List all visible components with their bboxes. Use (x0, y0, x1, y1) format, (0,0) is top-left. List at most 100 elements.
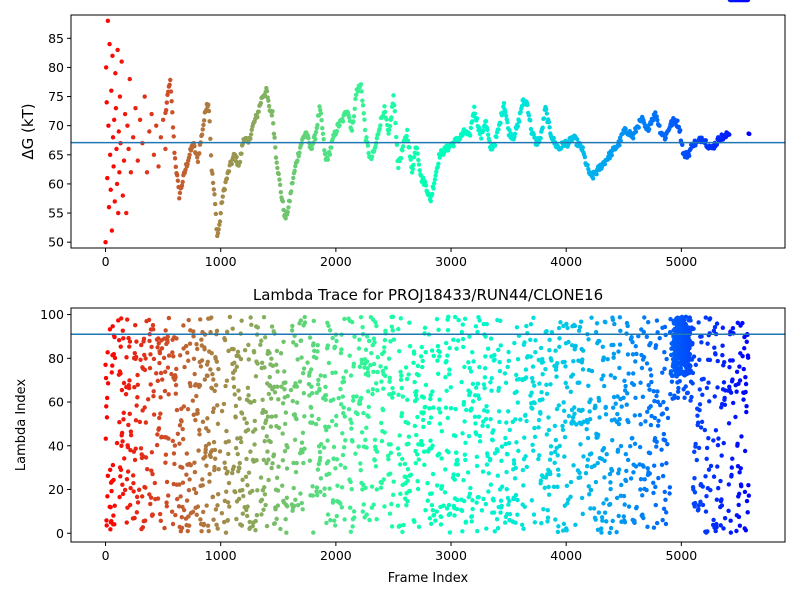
lambda-point (467, 365, 472, 371)
lambda-point (636, 333, 641, 339)
lambda-point (647, 450, 653, 456)
lambda-point (544, 391, 550, 396)
lambda-point (214, 522, 219, 528)
dg-point (107, 152, 113, 157)
dg-point (396, 165, 401, 171)
lambda-point (706, 467, 712, 472)
dg-point (278, 190, 284, 195)
dg-point (183, 167, 188, 173)
lambda-point (177, 482, 182, 487)
lambda-point (103, 362, 108, 368)
dg-point (220, 194, 225, 199)
dg-point (219, 200, 225, 205)
lambda-point (386, 356, 392, 361)
lambda-point (148, 501, 153, 507)
lambda-point (356, 444, 361, 449)
lambda-point (157, 350, 163, 356)
dg-point (494, 134, 499, 140)
lambda-point (654, 520, 660, 526)
lambda-point (435, 358, 440, 363)
lambda-point (506, 502, 511, 507)
lambda-point (318, 476, 324, 481)
lambda-point (515, 400, 521, 405)
lambda-point (109, 488, 114, 494)
dg-point (472, 111, 478, 116)
lambda-point (357, 364, 363, 370)
lambda-point (672, 328, 678, 333)
lambda-point (530, 379, 535, 384)
lambda-point (174, 407, 180, 413)
lambda-point (657, 402, 663, 408)
lambda-point (515, 357, 521, 362)
lambda-point (427, 406, 432, 411)
lambda-point (199, 337, 204, 342)
lambda-point (690, 381, 695, 386)
lambda-point (147, 338, 152, 344)
lambda-point (258, 342, 263, 348)
lambda-point (589, 451, 594, 456)
dg-point (703, 138, 708, 143)
dg-point (297, 150, 302, 155)
lambda-point (697, 357, 702, 362)
lambda-point (192, 460, 197, 465)
lambda-point (435, 371, 441, 376)
lambda-point (480, 469, 486, 474)
lambda-point (431, 353, 436, 359)
lambda-point (454, 506, 460, 512)
dg-point (386, 131, 391, 136)
lambda-point (294, 400, 300, 405)
lambda-point (475, 329, 480, 335)
lambda-point (197, 383, 203, 388)
lambda-point (174, 496, 180, 502)
lambda-point (463, 440, 468, 445)
lambda-point (203, 443, 209, 449)
dg-point (352, 106, 357, 111)
lambda-point (241, 493, 246, 499)
lambda-point (305, 360, 310, 365)
dg-point (120, 193, 126, 198)
dg-point (319, 117, 324, 123)
lambda-point (149, 450, 155, 455)
lambda-point (615, 447, 621, 453)
lambda-point (323, 392, 329, 398)
lambda-point (596, 432, 601, 438)
lambda-point (215, 526, 220, 531)
lambda-point (601, 383, 607, 389)
dg-point (313, 129, 319, 135)
dg-point (376, 131, 381, 137)
lambda-point (729, 472, 734, 478)
lambda-point (672, 368, 677, 373)
lambda-point (484, 404, 489, 409)
lambda-point (112, 355, 118, 361)
lambda-point (541, 507, 546, 512)
dg-point (362, 127, 368, 133)
lambda-point (546, 415, 551, 420)
lambda-point (445, 327, 451, 333)
lambda-point (446, 372, 452, 377)
dg-point (114, 181, 120, 187)
lambda-point (276, 464, 281, 469)
dg-point (654, 114, 659, 119)
dg-point (405, 138, 411, 143)
lambda-point (571, 359, 576, 364)
lambda-point (443, 375, 448, 380)
lambda-point (150, 322, 156, 328)
lambda-point (545, 515, 551, 520)
dg-point (288, 189, 294, 194)
lambda-point (265, 414, 271, 419)
dg-point (428, 198, 433, 204)
lambda-point (390, 395, 395, 400)
lambda-point (655, 423, 661, 428)
lambda-point (585, 435, 591, 441)
lambda-point (348, 373, 354, 378)
lambda-point (492, 357, 497, 362)
lambda-point (601, 501, 606, 506)
lambda-point (429, 503, 435, 508)
lambda-point (619, 482, 624, 488)
dg-y-tick-label: 55 (48, 206, 64, 221)
lambda-point (211, 517, 216, 522)
dg-point (127, 76, 132, 82)
lambda-point (309, 391, 315, 396)
lambda-point (578, 475, 583, 480)
lambda-point (537, 453, 542, 458)
